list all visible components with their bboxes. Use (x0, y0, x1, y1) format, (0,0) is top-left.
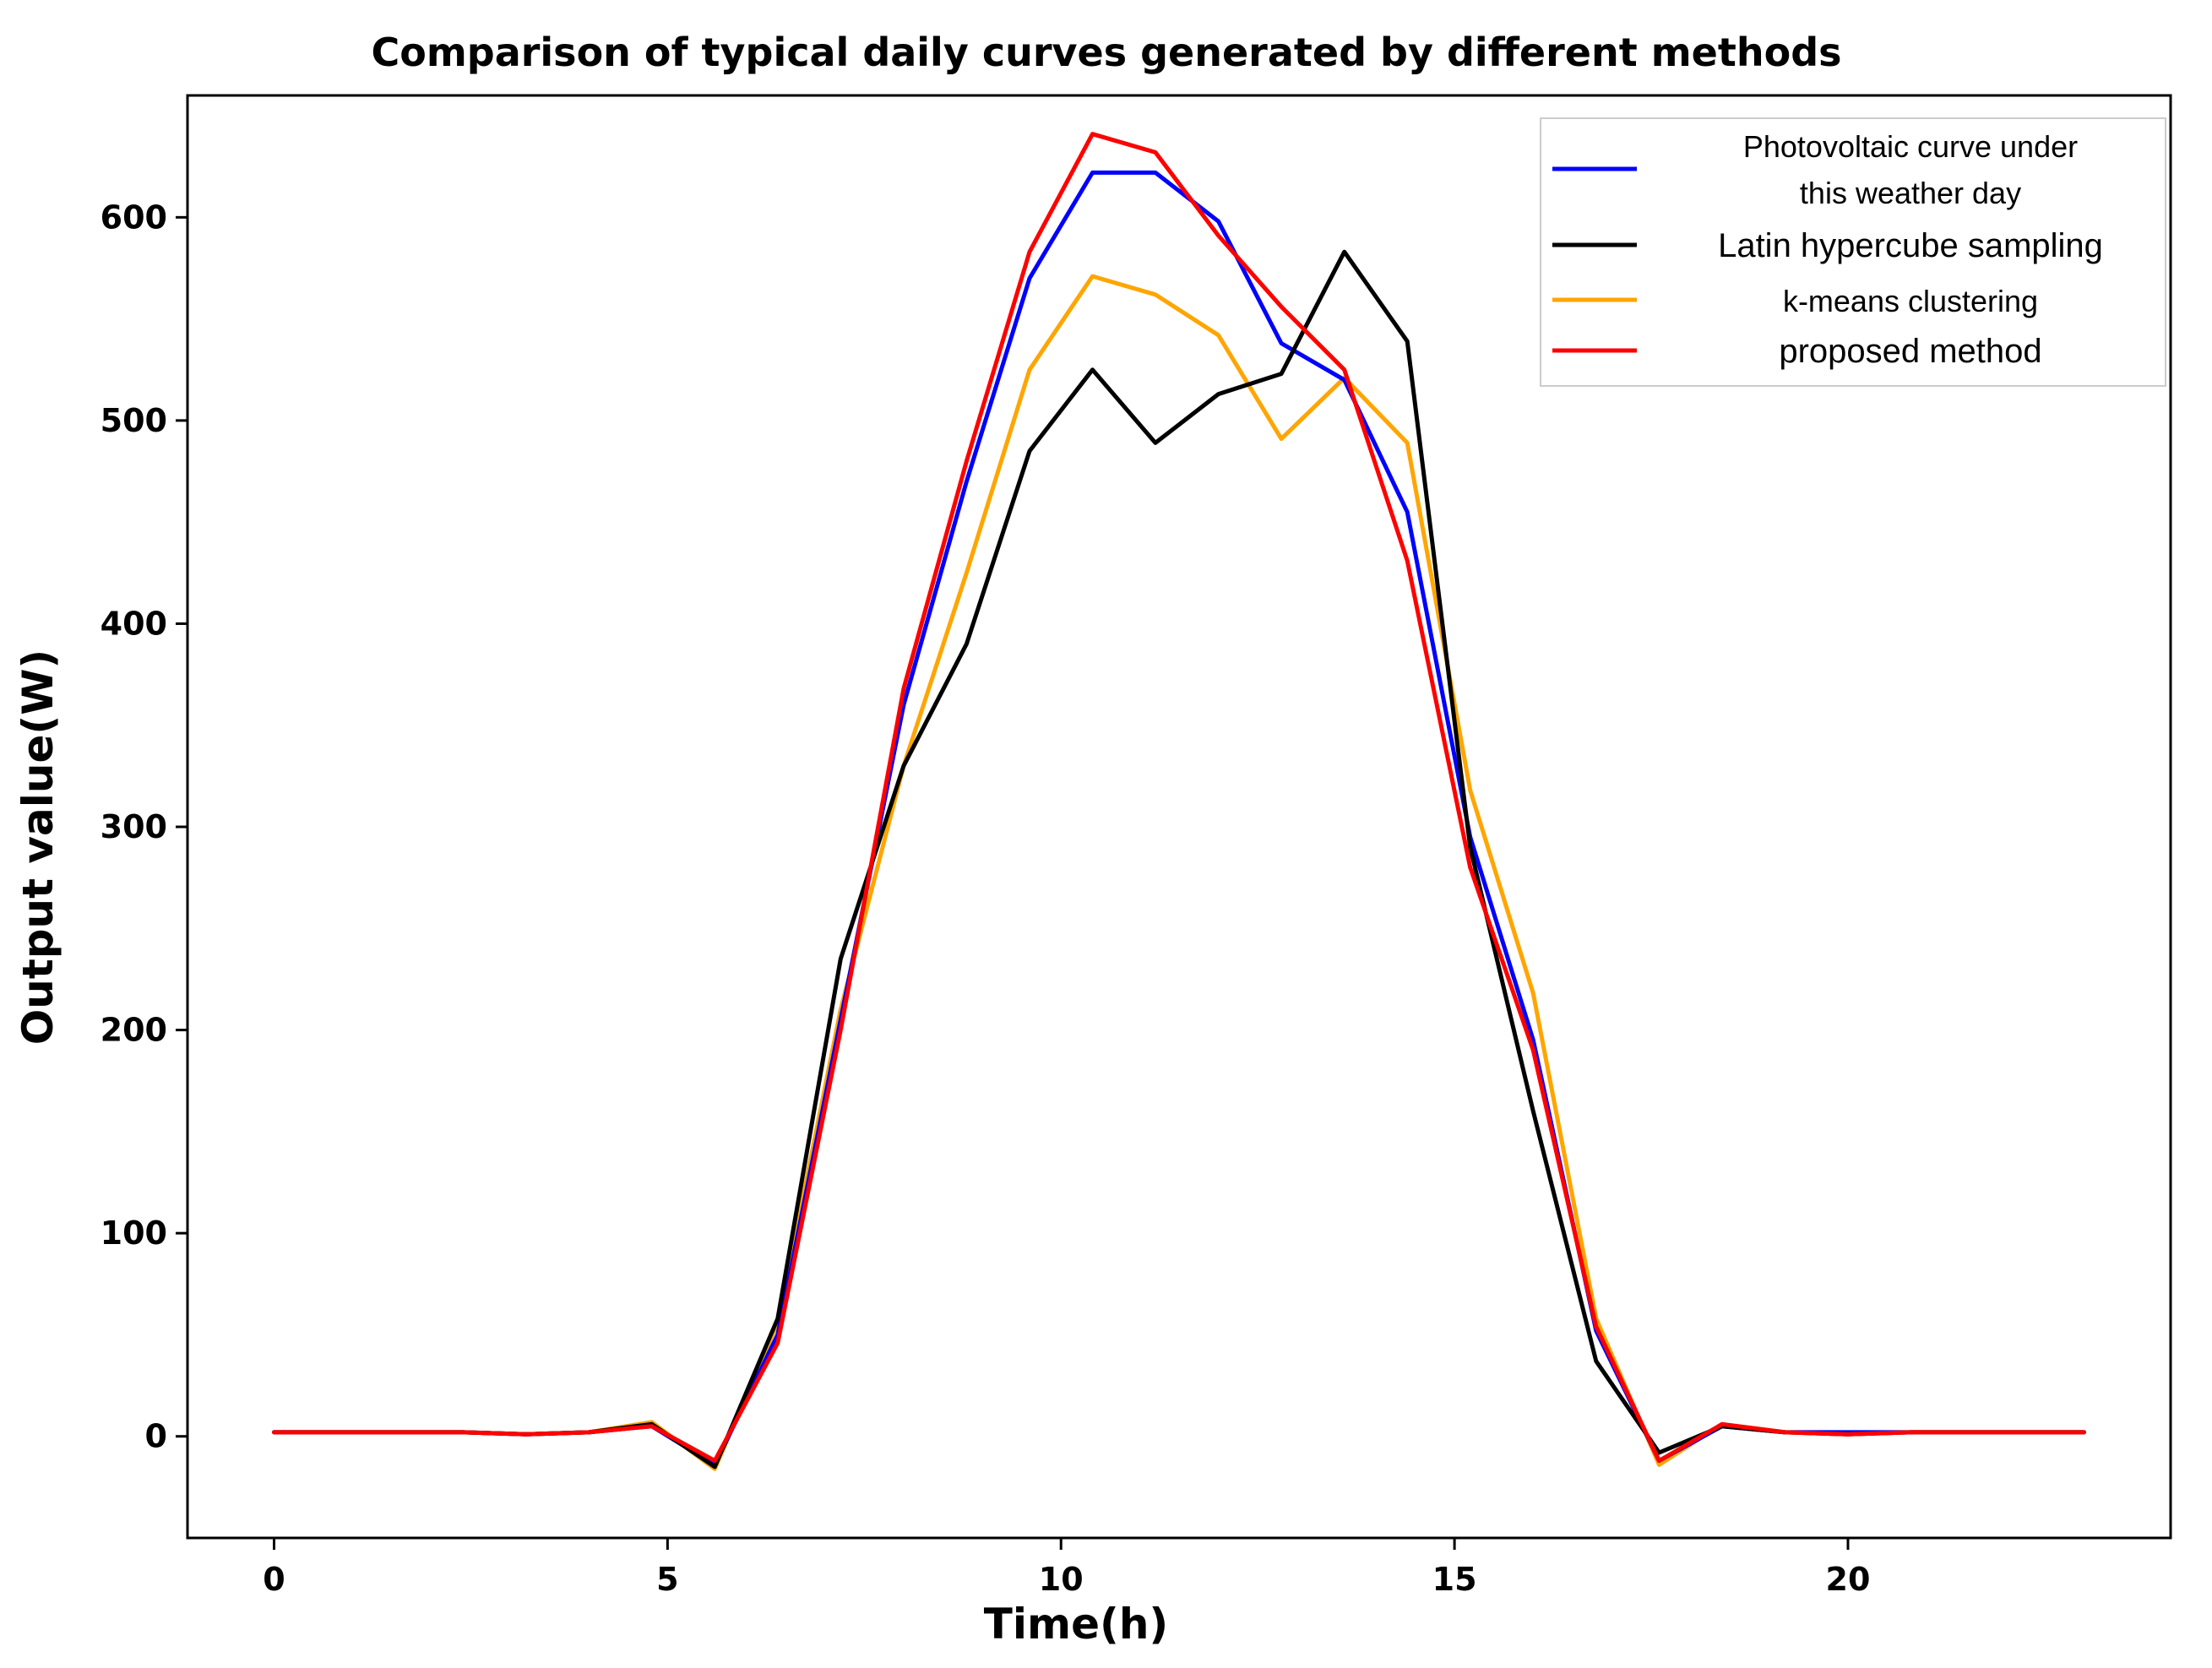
legend-label-1: Latin hypercube sampling (1718, 227, 2103, 264)
series-lines (272, 132, 2086, 1471)
x-tick-label: 5 (656, 1561, 678, 1598)
y-tick-label: 400 (101, 605, 167, 642)
series-line-1 (272, 249, 2086, 1470)
x-tick-label: 0 (263, 1561, 285, 1598)
x-axis-label: Time(h) (984, 1600, 1169, 1649)
legend-frame (1540, 117, 2166, 387)
legend: Photovoltaic curve under this weather day… (1540, 117, 2166, 387)
y-tick-label: 300 (101, 808, 167, 845)
x-tick-label: 10 (1039, 1561, 1084, 1598)
legend-label-0: this weather day (1800, 176, 2021, 210)
chart-title: Comparison of typical daily curves gener… (371, 30, 1841, 75)
y-tick-label: 0 (145, 1418, 167, 1455)
series-line-3 (272, 132, 2086, 1464)
y-tick-label: 100 (101, 1214, 167, 1252)
x-tick-label: 20 (1826, 1561, 1871, 1598)
plot-area-frame (186, 94, 2172, 1540)
y-tick-label: 200 (101, 1012, 167, 1049)
series-line-2 (272, 274, 2086, 1471)
x-axis: 0 5 10 15 20 (263, 1538, 1870, 1598)
legend-label-0: Photovoltaic curve under (1743, 129, 2078, 164)
x-tick-label: 15 (1432, 1561, 1477, 1598)
y-tick-label: 600 (101, 198, 167, 236)
legend-label-3: proposed method (1779, 333, 2041, 370)
y-axis-label: Output value(W) (14, 649, 63, 1046)
y-tick-label: 500 (101, 402, 167, 439)
legend-label-2: k-means clustering (1783, 284, 2038, 318)
y-axis: 0 100 200 300 400 500 600 (101, 198, 188, 1455)
